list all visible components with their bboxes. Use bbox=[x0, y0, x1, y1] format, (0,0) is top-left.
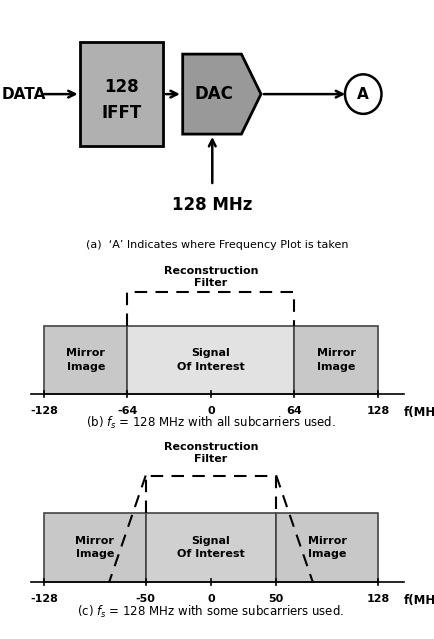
Text: Reconstruction
Filter: Reconstruction Filter bbox=[163, 442, 258, 464]
Text: Reconstruction
Filter: Reconstruction Filter bbox=[163, 266, 258, 288]
Text: 128: 128 bbox=[365, 594, 389, 604]
Text: 128: 128 bbox=[104, 78, 139, 96]
Text: (a)  ‘A’ Indicates where Frequency Plot is taken: (a) ‘A’ Indicates where Frequency Plot i… bbox=[86, 240, 348, 250]
Text: -128: -128 bbox=[30, 594, 58, 604]
FancyBboxPatch shape bbox=[276, 513, 377, 582]
FancyBboxPatch shape bbox=[294, 326, 377, 394]
Text: Signal
Of Interest: Signal Of Interest bbox=[177, 536, 244, 559]
FancyBboxPatch shape bbox=[145, 513, 276, 582]
Text: DAC: DAC bbox=[194, 85, 233, 103]
Text: -50: -50 bbox=[135, 594, 155, 604]
Text: 128: 128 bbox=[365, 406, 389, 415]
Text: A: A bbox=[356, 87, 368, 102]
Text: 50: 50 bbox=[268, 594, 283, 604]
FancyBboxPatch shape bbox=[127, 326, 294, 394]
Text: 0: 0 bbox=[207, 406, 214, 415]
Text: DATA: DATA bbox=[2, 87, 46, 102]
FancyBboxPatch shape bbox=[80, 42, 163, 146]
Text: Mirror
Image: Mirror Image bbox=[75, 536, 114, 559]
Circle shape bbox=[344, 74, 381, 114]
Text: 64: 64 bbox=[286, 406, 302, 415]
Text: Mirror
Image: Mirror Image bbox=[66, 348, 105, 372]
Text: IFFT: IFFT bbox=[102, 104, 141, 122]
Text: 0: 0 bbox=[207, 594, 214, 604]
Text: f(MHz): f(MHz) bbox=[403, 406, 434, 419]
Text: -64: -64 bbox=[117, 406, 137, 415]
FancyBboxPatch shape bbox=[44, 513, 145, 582]
Polygon shape bbox=[182, 54, 260, 134]
Text: -128: -128 bbox=[30, 406, 58, 415]
Text: f(MHz): f(MHz) bbox=[403, 594, 434, 606]
Text: (b) $f_s$ = 128 MHz with all subcarriers used.: (b) $f_s$ = 128 MHz with all subcarriers… bbox=[86, 415, 335, 431]
Text: (c) $f_s$ = 128 MHz with some subcarriers used.: (c) $f_s$ = 128 MHz with some subcarrier… bbox=[77, 604, 344, 620]
Text: Mirror
Image: Mirror Image bbox=[307, 536, 346, 559]
FancyBboxPatch shape bbox=[44, 326, 127, 394]
Text: 128 MHz: 128 MHz bbox=[172, 196, 252, 213]
Text: Mirror
Image: Mirror Image bbox=[316, 348, 355, 372]
Text: Signal
Of Interest: Signal Of Interest bbox=[177, 348, 244, 372]
